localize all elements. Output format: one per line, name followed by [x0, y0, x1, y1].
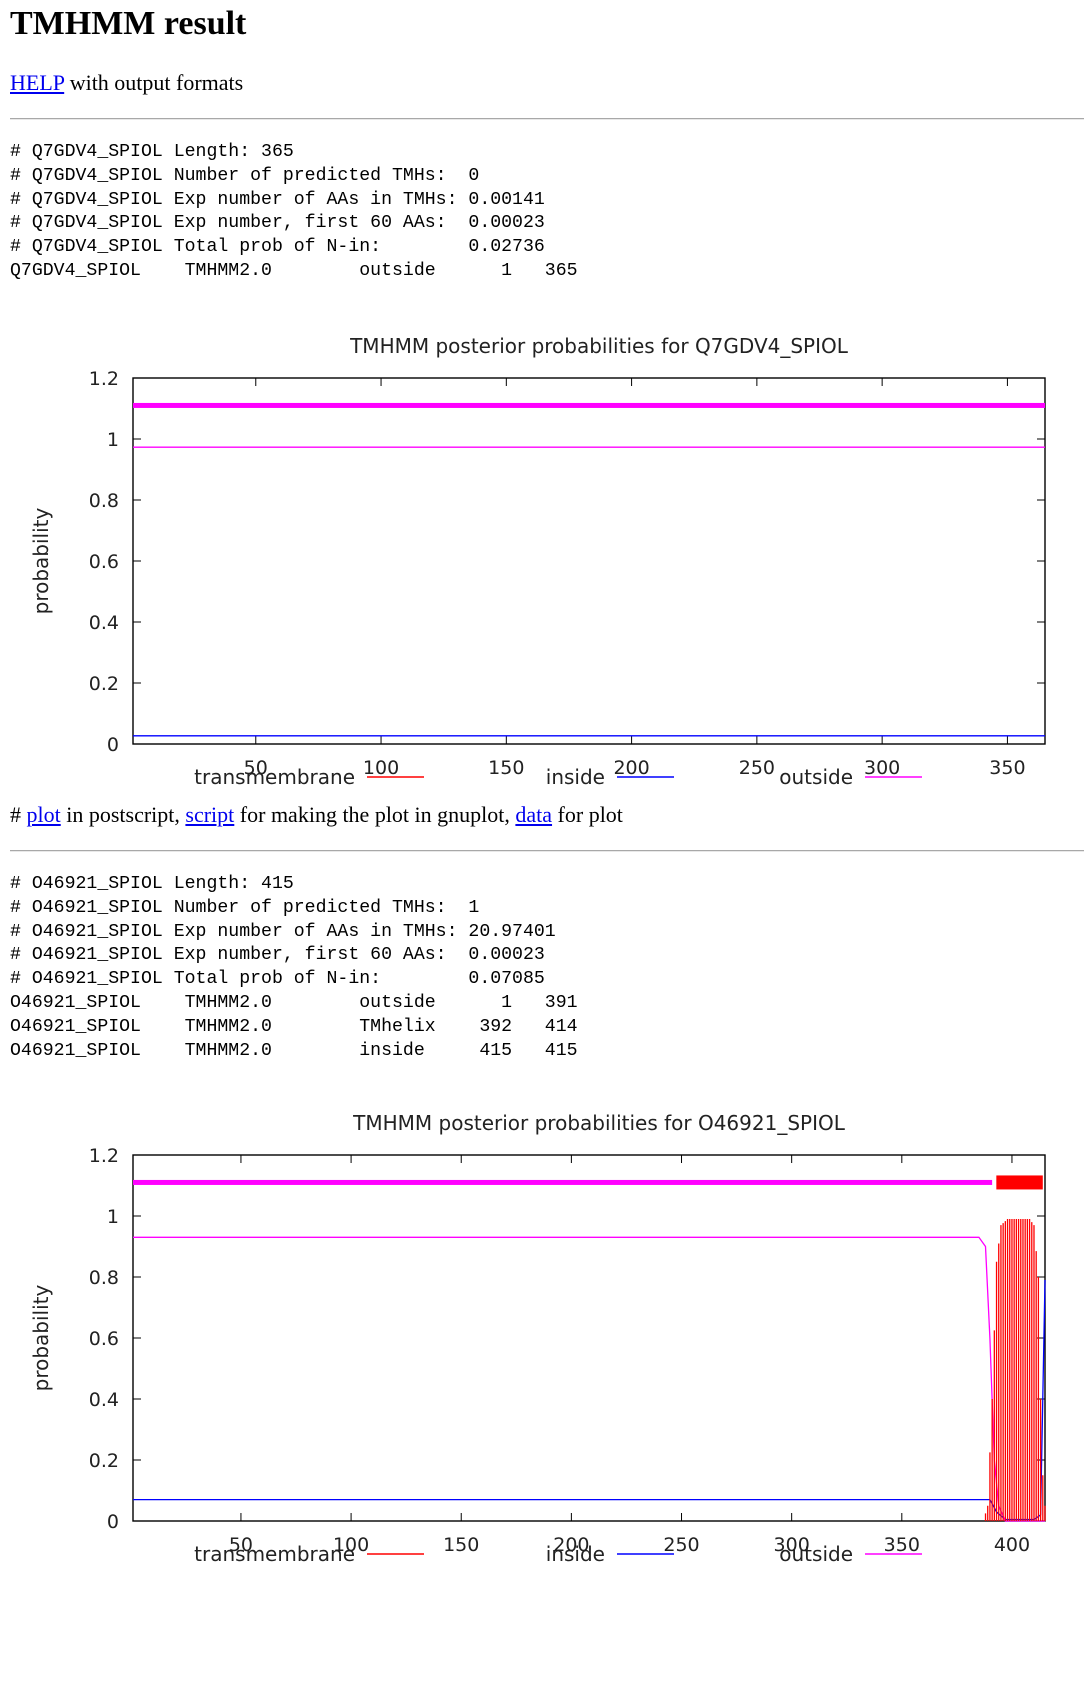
y-tick-label: 0 — [107, 1511, 119, 1533]
summary-line: # Q7GDV4_SPIOL Exp number of AAs in TMHs… — [10, 189, 545, 210]
y-tick-label: 0.2 — [89, 1450, 119, 1472]
x-tick-label: 400 — [994, 1534, 1030, 1556]
summary-line: # Q7GDV4_SPIOL Exp number, first 60 AAs:… — [10, 213, 545, 234]
y-tick-label: 1.2 — [89, 1145, 119, 1167]
legend-label-inside: inside — [546, 1542, 605, 1566]
topology-bar-outside — [133, 402, 1045, 408]
x-tick-label: 200 — [613, 757, 649, 779]
topology-bar-tmhelix — [996, 1175, 1043, 1190]
legend-label-transmembrane: transmembrane — [194, 765, 355, 789]
posterior-probability-chart-1: TMHMM posterior probabilities for Q7GDV4… — [29, 334, 1046, 789]
links-prefix: # — [10, 802, 27, 827]
y-tick-label: 1 — [107, 429, 119, 451]
x-tick-label: 200 — [553, 1534, 589, 1556]
y-tick-label: 0.6 — [89, 1328, 119, 1350]
x-tick-label: 300 — [864, 757, 900, 779]
chart-title: TMHMM posterior probabilities for O46921… — [352, 1111, 846, 1135]
gnuplot-script-link[interactable]: script — [185, 802, 235, 827]
legend-label-outside: outside — [779, 765, 853, 789]
summary-line: # O46921_SPIOL Number of predicted TMHs:… — [10, 897, 480, 918]
y-tick-label: 0.2 — [89, 673, 119, 695]
x-tick-label: 50 — [244, 757, 268, 779]
y-tick-label: 0 — [107, 734, 119, 756]
plot-postscript-link[interactable]: plot — [26, 802, 61, 827]
prediction-line: O46921_SPIOL TMHMM2.0 TMhelix 392 414 — [10, 1016, 578, 1037]
x-tick-label: 250 — [663, 1534, 699, 1556]
x-tick-label: 350 — [989, 757, 1025, 779]
help-suffix: with output formats — [64, 70, 244, 95]
help-link[interactable]: HELP — [10, 70, 65, 95]
y-tick-label: 0.8 — [89, 490, 119, 512]
summary-line: # Q7GDV4_SPIOL Total prob of N-in: 0.027… — [10, 237, 545, 258]
x-tick-label: 50 — [229, 1534, 253, 1556]
summary-line: # O46921_SPIOL Exp number of AAs in TMHs… — [10, 921, 556, 942]
x-tick-label: 100 — [333, 1534, 369, 1556]
y-tick-label: 1.2 — [89, 368, 119, 390]
prediction-line: O46921_SPIOL TMHMM2.0 inside 415 415 — [10, 1040, 578, 1061]
links-text: in postscript, — [60, 802, 186, 827]
y-axis-label: probability — [29, 1284, 53, 1391]
divider — [10, 118, 1084, 120]
summary-line: # O46921_SPIOL Total prob of N-in: 0.070… — [10, 969, 545, 990]
entry-summary-1: # Q7GDV4_SPIOL Length: 365 # Q7GDV4_SPIO… — [10, 141, 578, 284]
x-tick-label: 300 — [774, 1534, 810, 1556]
links-text: for making the plot in gnuplot, — [234, 802, 516, 827]
plot-frame — [132, 1154, 1046, 1522]
x-tick-label: 250 — [739, 757, 775, 779]
y-tick-label: 0.4 — [89, 612, 119, 634]
entry-summary-2: # O46921_SPIOL Length: 415 # O46921_SPIO… — [10, 873, 578, 1063]
y-tick-label: 0.4 — [89, 1389, 119, 1411]
legend-label-transmembrane: transmembrane — [194, 1542, 355, 1566]
plot-data-link[interactable]: data — [515, 802, 553, 827]
legend-label-outside: outside — [779, 1542, 853, 1566]
page-title: TMHMM result — [10, 5, 247, 42]
summary-line: # Q7GDV4_SPIOL Number of predicted TMHs:… — [10, 165, 480, 186]
help-line: HELP with output formats — [10, 70, 243, 96]
x-tick-label: 150 — [488, 757, 524, 779]
x-tick-label: 100 — [363, 757, 399, 779]
plot-frame — [132, 377, 1046, 745]
y-tick-label: 0.6 — [89, 551, 119, 573]
posterior-probability-chart-2: TMHMM posterior probabilities for O46921… — [29, 1111, 1046, 1566]
series-line-outside — [133, 1236, 1045, 1522]
y-axis-label: probability — [29, 507, 53, 614]
divider — [10, 850, 1084, 852]
summary-line: # O46921_SPIOL Exp number, first 60 AAs:… — [10, 945, 545, 966]
x-tick-label: 350 — [884, 1534, 920, 1556]
x-tick-label: 150 — [443, 1534, 479, 1556]
summary-line: # O46921_SPIOL Length: 415 — [10, 874, 294, 894]
topology-bar-outside — [133, 1179, 993, 1185]
prediction-line: O46921_SPIOL TMHMM2.0 outside 1 391 — [10, 992, 578, 1013]
plot-links-line: # plot in postscript, script for making … — [10, 802, 623, 828]
y-tick-label: 0.8 — [89, 1267, 119, 1289]
y-tick-label: 1 — [107, 1206, 119, 1228]
links-text: for plot — [552, 802, 623, 827]
prediction-line: Q7GDV4_SPIOL TMHMM2.0 outside 1 365 — [10, 260, 578, 281]
legend-label-inside: inside — [546, 765, 605, 789]
series-line-inside — [133, 1279, 1046, 1521]
chart-title: TMHMM posterior probabilities for Q7GDV4… — [349, 334, 849, 358]
summary-line: # Q7GDV4_SPIOL Length: 365 — [10, 142, 294, 162]
